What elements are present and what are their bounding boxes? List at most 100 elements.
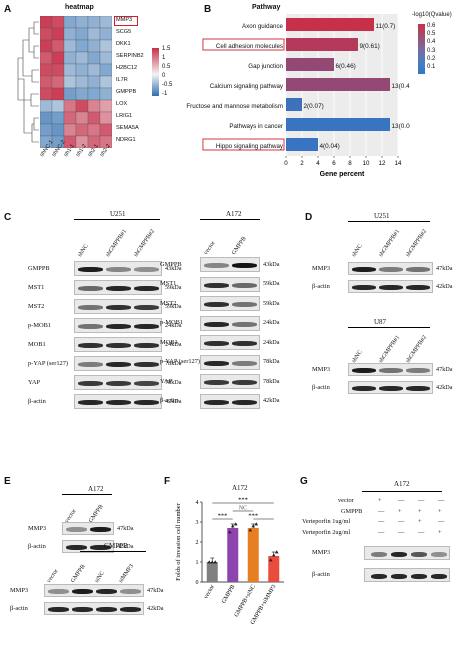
heatmap-cell xyxy=(40,87,53,101)
blot-protein-label: β-actin xyxy=(312,571,330,578)
pathway-category-label: Pathways in cancer xyxy=(229,123,283,130)
blot-lane-label: shGMPPB#2 xyxy=(405,228,429,258)
blot-cell-label: A172 xyxy=(394,480,410,488)
blot-lane-label: shGMPPB#1 xyxy=(378,228,402,258)
blot-strip xyxy=(200,393,260,409)
blot-lane-label: vector xyxy=(203,240,217,256)
blot-kda-label: 59kDa xyxy=(165,283,182,291)
blot-kda-label: 59kDa xyxy=(263,280,280,287)
blot-band xyxy=(204,360,229,366)
blot-band xyxy=(232,380,257,385)
pathway-category-label: Gap junction xyxy=(248,63,283,70)
heatmap-gene-label: NDRG1 xyxy=(116,137,136,143)
blot-strip xyxy=(74,280,162,295)
heatmap-cell xyxy=(51,27,65,41)
invasion-data-point xyxy=(230,524,235,528)
invasion-y-axis-label: Folds of invasion cell number xyxy=(175,502,182,580)
blot-cell-label: A172 xyxy=(88,485,104,493)
blot-band xyxy=(78,305,103,310)
blot-protein-label: β-actin xyxy=(160,397,178,404)
heatmap-cell xyxy=(40,51,53,65)
heatmap-cell xyxy=(87,63,101,77)
condition-mark: — xyxy=(418,528,425,536)
invasion-category-label: vector xyxy=(203,584,216,600)
blot-kda-label: 42kDa xyxy=(436,383,453,391)
blot-strip xyxy=(364,546,450,560)
condition-mark: — xyxy=(398,497,405,504)
invasion-data-point xyxy=(210,560,215,564)
blot-strip xyxy=(200,257,260,272)
invasion-data-point xyxy=(248,528,253,532)
pathway-bar-label: 4(0.04) xyxy=(320,143,340,150)
pathway-bar xyxy=(286,78,390,91)
blot-band xyxy=(106,286,131,291)
heatmap-gene-label: SCG5 xyxy=(116,29,132,35)
heatmap-cell xyxy=(63,99,77,113)
condition-label: vector xyxy=(338,497,354,504)
heatmap-cell xyxy=(99,99,112,113)
blot-band xyxy=(406,285,430,290)
mmp3-highlight-box xyxy=(114,16,138,26)
blot-strip xyxy=(348,262,433,275)
blot-band xyxy=(232,321,257,327)
blot-protein-label: p-MOB1 xyxy=(160,319,184,326)
pathway-x-tick-label: 4 xyxy=(316,160,320,167)
blot-cell-label: A172 xyxy=(226,210,242,218)
heatmap-gene-label: LRIG1 xyxy=(116,113,133,119)
heatmap-cell xyxy=(51,123,65,137)
pathway-x-tick-label: 8 xyxy=(348,160,352,167)
heatmap-cell xyxy=(63,39,77,53)
blot-band xyxy=(106,400,131,405)
blot-protein-label: p-MOB1 xyxy=(28,321,52,329)
blot-band xyxy=(406,368,430,373)
blot-band xyxy=(106,305,131,310)
heatmap-cell xyxy=(87,123,101,137)
blot-kda-label: 47kDa xyxy=(436,365,453,373)
pathway-x-tick-label: 12 xyxy=(379,160,386,167)
blot-strip xyxy=(364,568,450,582)
condition-mark: — xyxy=(418,497,425,504)
blot-band xyxy=(96,607,117,612)
blot-band xyxy=(371,551,387,557)
heatmap-cell xyxy=(75,63,89,77)
invasion-sig-stars: *** xyxy=(248,513,258,520)
heatmap-cell xyxy=(87,16,101,29)
blot-kda-label: 78kDa xyxy=(263,377,280,385)
blot-band xyxy=(371,573,387,579)
blot-lane-label: GMPPB xyxy=(231,235,249,256)
invasion-data-point xyxy=(251,524,256,528)
blot-band xyxy=(406,267,430,272)
heatmap-cell xyxy=(99,75,112,89)
pathway-bar xyxy=(286,58,334,71)
pathway-legend-title: -log10(Qvalue) xyxy=(412,12,452,18)
pathway-bar xyxy=(286,18,374,31)
pathway-category-label: Fructose and mannose metabolism xyxy=(186,103,283,110)
blot-band xyxy=(78,286,103,291)
heatmap-cell xyxy=(51,87,65,101)
pathway-x-tick-label: 0 xyxy=(284,160,288,167)
heatmap-cell xyxy=(63,27,77,41)
heatmap-legend-label: -1 xyxy=(162,91,168,97)
blot-kda-label: 24kDa xyxy=(263,338,280,346)
heatmap-dendrogram xyxy=(17,21,39,143)
pathway-highlight-box xyxy=(202,138,285,151)
pathway-bar xyxy=(286,118,390,131)
heatmap-cell xyxy=(51,16,65,29)
blot-band xyxy=(90,527,111,532)
invasion-sig-stars: *** xyxy=(218,513,228,520)
blot-lane-label: shNC xyxy=(351,243,364,258)
heatmap-cell xyxy=(87,51,101,65)
heatmap-gene-label: H2BC12 xyxy=(116,65,138,71)
blot-band xyxy=(78,343,103,348)
invasion-sig-stars: *** xyxy=(238,497,248,504)
blot-band xyxy=(134,305,159,310)
heatmap-cell xyxy=(40,75,53,89)
blot-band xyxy=(411,551,427,557)
blot-band xyxy=(66,527,87,532)
blot-protein-label: MOB1 xyxy=(28,340,46,348)
pathway-bar-label: 2(0.07) xyxy=(304,103,324,110)
blot-band xyxy=(48,589,69,594)
invasion-y-tick-label: 3 xyxy=(196,520,199,526)
blot-band xyxy=(232,399,257,405)
blot-band xyxy=(431,551,447,557)
